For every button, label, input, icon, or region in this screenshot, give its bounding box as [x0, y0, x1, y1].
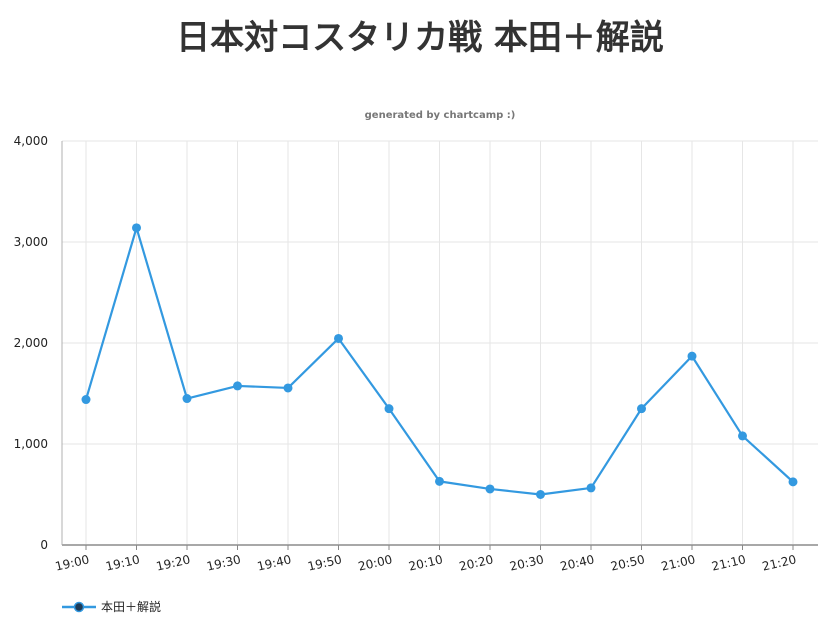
x-tick-label: 21:10 — [710, 552, 747, 573]
x-tick-label: 19:30 — [205, 552, 242, 573]
data-point — [384, 404, 394, 414]
x-tick-label: 20:20 — [458, 552, 495, 573]
x-tick-label: 20:40 — [559, 552, 596, 573]
data-point — [334, 333, 343, 343]
y-tick-label: 0 — [40, 538, 48, 552]
x-tick-label: 19:50 — [306, 552, 343, 573]
data-point — [283, 383, 293, 393]
x-tick-label: 19:00 — [54, 552, 91, 573]
data-point — [81, 395, 91, 405]
legend-label: 本田＋解説 — [101, 599, 161, 614]
x-axis-ticks: 19:00 19:10 19:20 19:30 19:40 19:50 20:00 20:10… — [54, 545, 798, 574]
data-point — [586, 483, 596, 493]
x-tick-label: 19:20 — [155, 552, 192, 573]
data-point — [435, 476, 444, 486]
data-point — [738, 431, 747, 441]
chart-subtitle: generated by chartcamp :) — [365, 110, 516, 121]
data-point — [132, 223, 141, 233]
y-tick-label: 4,000 — [14, 134, 48, 148]
data-point — [485, 484, 495, 494]
x-tick-label: 20:50 — [609, 552, 646, 573]
y-axis-ticks: 0 1,000 2,000 3,000 4,000 — [14, 134, 48, 552]
series-group — [81, 223, 798, 499]
y-tick-label: 2,000 — [14, 336, 48, 350]
x-tick-label: 19:10 — [104, 552, 141, 573]
y-tick-label: 1,000 — [14, 437, 48, 451]
x-tick-label: 20:30 — [508, 552, 545, 573]
page-title: 日本対コスタリカ戦 本田＋解説 — [176, 18, 664, 58]
legend-dot-marker — [73, 601, 85, 613]
data-point — [788, 477, 798, 487]
data-point — [536, 490, 545, 499]
data-point — [233, 381, 242, 391]
data-point — [687, 351, 697, 361]
y-tick-label: 3,000 — [14, 235, 48, 249]
data-point — [182, 394, 192, 404]
data-point — [637, 404, 646, 414]
legend[interactable]: 本田＋解説 — [62, 599, 161, 614]
x-tick-label: 20:10 — [407, 552, 444, 573]
x-tick-label: 20:00 — [357, 552, 394, 573]
x-tick-label: 21:20 — [761, 552, 798, 573]
x-tick-label: 19:40 — [256, 552, 293, 573]
x-tick-label: 21:00 — [660, 552, 697, 573]
